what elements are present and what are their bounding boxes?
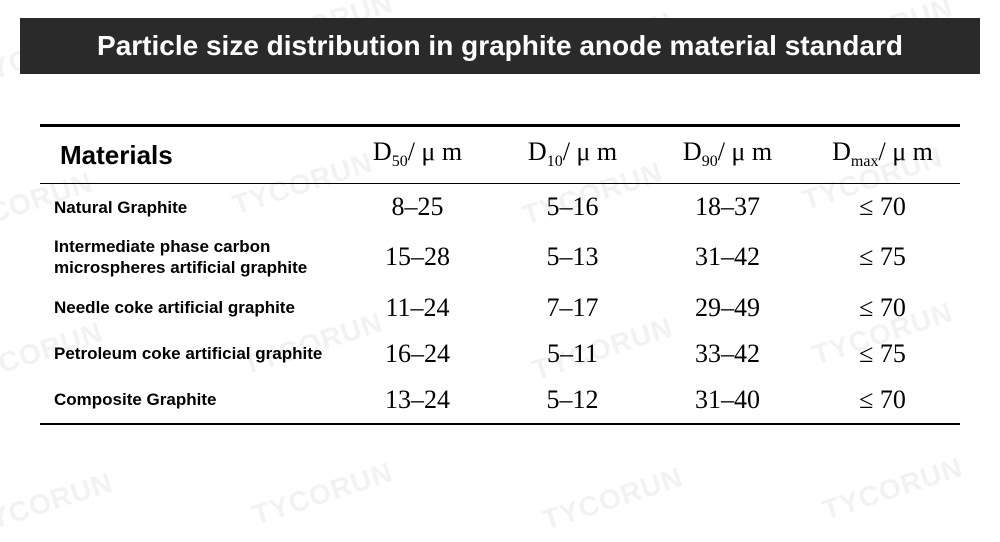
table-row: Intermediate phase carbon microspheres a… <box>40 230 960 285</box>
table-row: Natural Graphite 8–25 5–16 18–37 ≤ 70 <box>40 184 960 231</box>
table-row: Needle coke artificial graphite 11–24 7–… <box>40 285 960 331</box>
d10-cell: 5–13 <box>495 230 650 285</box>
dmax-cell: ≤ 70 <box>805 184 960 231</box>
page-title: Particle size distribution in graphite a… <box>20 18 980 74</box>
watermark: TYCORUN <box>819 451 967 526</box>
d10-cell: 5–16 <box>495 184 650 231</box>
col-dmax: Dmax/ μ m <box>805 126 960 184</box>
col-materials: Materials <box>40 126 340 184</box>
col-d50: D50/ μ m <box>340 126 495 184</box>
d90-cell: 31–40 <box>650 377 805 424</box>
d90-cell: 29–49 <box>650 285 805 331</box>
watermark: TYCORUN <box>249 456 397 531</box>
table-header-row: Materials D50/ μ m D10/ μ m D90/ μ m Dma… <box>40 126 960 184</box>
d90-cell: 18–37 <box>650 184 805 231</box>
particle-size-table: Materials D50/ μ m D10/ μ m D90/ μ m Dma… <box>40 124 960 425</box>
material-cell: Natural Graphite <box>40 184 340 231</box>
material-cell: Petroleum coke artificial graphite <box>40 331 340 377</box>
d50-cell: 15–28 <box>340 230 495 285</box>
d90-cell: 31–42 <box>650 230 805 285</box>
d90-cell: 33–42 <box>650 331 805 377</box>
particle-size-table-wrap: Materials D50/ μ m D10/ μ m D90/ μ m Dma… <box>40 124 960 425</box>
dmax-cell: ≤ 75 <box>805 230 960 285</box>
d10-cell: 5–11 <box>495 331 650 377</box>
watermark: TYCORUN <box>539 461 687 536</box>
table-row: Petroleum coke artificial graphite 16–24… <box>40 331 960 377</box>
d50-cell: 16–24 <box>340 331 495 377</box>
table-row: Composite Graphite 13–24 5–12 31–40 ≤ 70 <box>40 377 960 424</box>
material-cell: Composite Graphite <box>40 377 340 424</box>
d10-cell: 7–17 <box>495 285 650 331</box>
dmax-cell: ≤ 75 <box>805 331 960 377</box>
watermark: TYCORUN <box>0 466 117 541</box>
d50-cell: 13–24 <box>340 377 495 424</box>
d10-cell: 5–12 <box>495 377 650 424</box>
dmax-cell: ≤ 70 <box>805 285 960 331</box>
col-d10: D10/ μ m <box>495 126 650 184</box>
d50-cell: 11–24 <box>340 285 495 331</box>
d50-cell: 8–25 <box>340 184 495 231</box>
table-body: Natural Graphite 8–25 5–16 18–37 ≤ 70 In… <box>40 184 960 424</box>
material-cell: Needle coke artificial graphite <box>40 285 340 331</box>
material-cell: Intermediate phase carbon microspheres a… <box>40 230 340 285</box>
col-d90: D90/ μ m <box>650 126 805 184</box>
dmax-cell: ≤ 70 <box>805 377 960 424</box>
